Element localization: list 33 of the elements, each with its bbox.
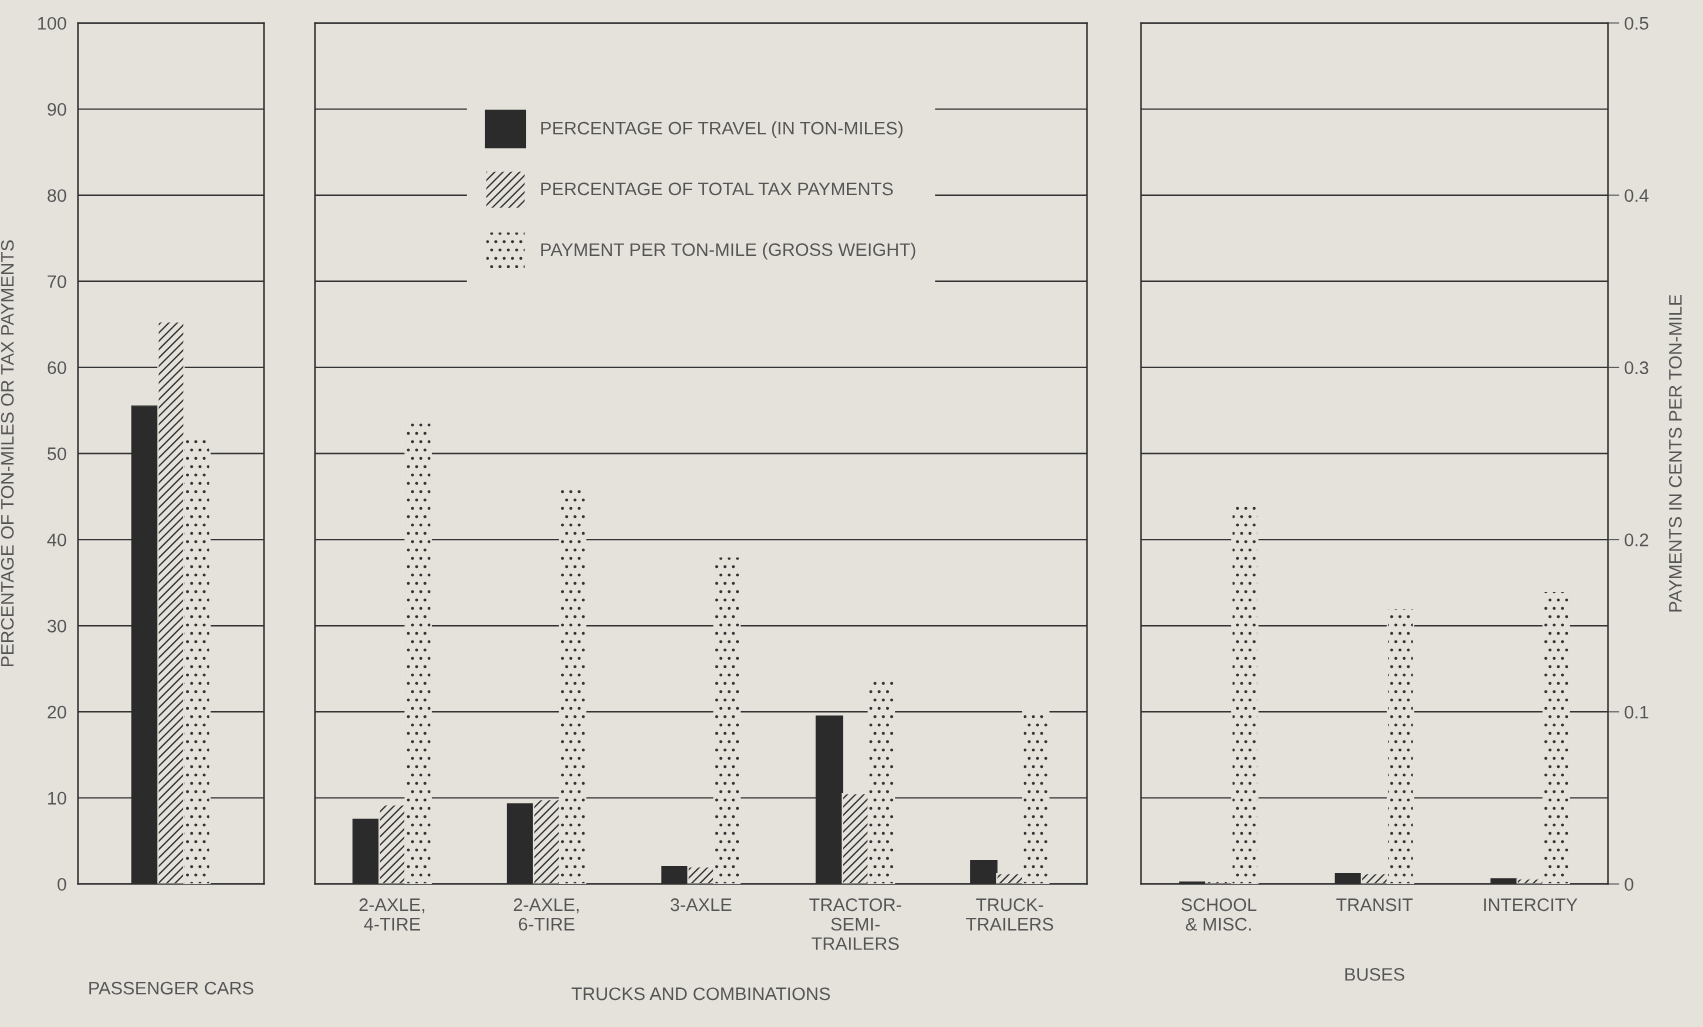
y2-tick-label: 0.2 xyxy=(1624,533,1649,547)
y-axis-title: PERCENTAGE OF TON-MILES OR TAX PAYMENTS xyxy=(0,240,14,667)
y2-tick-label: 0 xyxy=(1624,877,1634,891)
y-tick-label: 60 xyxy=(47,361,67,375)
y-tick-label: 0 xyxy=(57,877,67,891)
y-tick-label: 90 xyxy=(47,103,67,116)
x-tick-label: 2-AXLE, 4-TIRE xyxy=(359,898,425,931)
x-tick-label: SCHOOL & MISC. xyxy=(1181,898,1257,931)
legend-label: PERCENTAGE OF TRAVEL (IN TON-MILES) xyxy=(541,121,903,139)
x-axis-title: BUSES xyxy=(1345,967,1405,981)
y-tick-label: 10 xyxy=(48,791,67,805)
y2-tick-label: 0.5 xyxy=(1624,16,1649,30)
x-tick-label: TRUCK- TRAILERS xyxy=(966,898,1054,931)
x-tick-label: TRACTOR- SEMI- TRAILERS xyxy=(809,898,902,951)
y-tick-label: 50 xyxy=(47,447,67,461)
y-tick-label: 70 xyxy=(47,275,67,289)
x-axis-title: PASSENGER CARS xyxy=(89,981,254,995)
y2-axis-title: PAYMENTS IN CENTS PER TON-MILE xyxy=(1668,294,1682,612)
x-tick-label: 3-AXLE xyxy=(670,898,732,912)
y-tick-label: 40 xyxy=(47,533,67,547)
legend-label: PERCENTAGE OF TOTAL TAX PAYMENTS xyxy=(541,182,893,196)
x-tick-label: 2-AXLE, 6-TIRE xyxy=(513,898,579,931)
y2-tick-label: 0.4 xyxy=(1624,189,1649,202)
legend-label: PAYMENT PER TON-MILE (GROSS WEIGHT) xyxy=(541,242,916,260)
x-tick-label: TRANSIT xyxy=(1336,898,1413,912)
y-tick-label: 20 xyxy=(47,705,67,719)
y2-tick-label: 0.3 xyxy=(1624,361,1649,375)
x-tick-label: INTERCITY xyxy=(1484,898,1578,912)
y-tick-label: 30 xyxy=(47,619,67,633)
y-tick-label: 80 xyxy=(47,189,67,202)
x-axis-title: TRUCKS AND COMBINATIONS xyxy=(571,987,830,1001)
y2-tick-label: 0.1 xyxy=(1624,705,1649,719)
y-tick-label: 100 xyxy=(38,16,67,30)
